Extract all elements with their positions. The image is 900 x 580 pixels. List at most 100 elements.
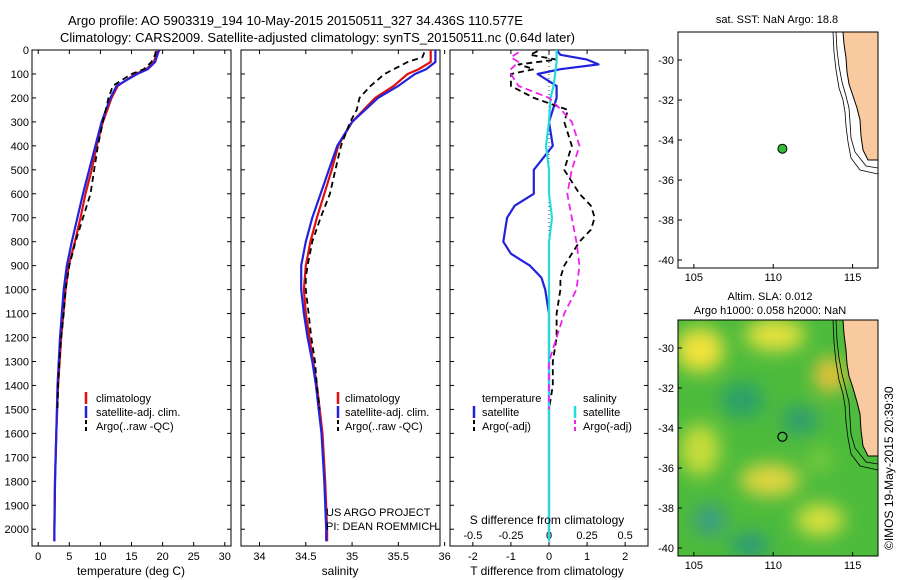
lat-tick-label: -30: [658, 343, 674, 355]
x-tick-label: 10: [94, 551, 106, 563]
series-line-argo-raw-qc-: [56, 51, 157, 410]
land-australia: [842, 32, 878, 161]
x-tick-label: 20: [156, 551, 168, 563]
y-tick-label: 1100: [5, 309, 29, 321]
lon-tick-label: 115: [844, 272, 862, 284]
legend-salinity-header: salinity: [583, 393, 617, 405]
x-tick-label: 30: [219, 551, 231, 563]
lon-tick-label: 105: [685, 560, 703, 572]
legend-climatology-label: climatology: [345, 393, 401, 405]
y-tick-label: 1600: [5, 428, 29, 440]
map-lon-axis: 105 110 115: [685, 264, 862, 284]
lat-tick-label: -40: [658, 255, 674, 267]
lat-tick-label: -40: [658, 543, 674, 555]
legend-s-satellite-label: satellite: [583, 407, 620, 419]
sla-low-blob: [782, 406, 818, 434]
legend-climatology-label: climatology: [96, 393, 152, 405]
location-map: sat. SST: NaN Argo: 18.8 105 110 115 -30-3…: [658, 14, 879, 284]
temperature-series: [53, 50, 161, 542]
sla-mid-blob: [808, 448, 832, 472]
y-tick-label: 1300: [5, 356, 29, 368]
y-tick-label: 1500: [5, 404, 29, 416]
lat-tick-label: -36: [658, 463, 674, 475]
x-tick-label: -1: [506, 551, 516, 563]
x-tick-label: 35: [346, 551, 358, 563]
temperature-legend: climatology satellite-adj. clim. Argo(..…: [84, 392, 180, 433]
salinity-legend: climatology satellite-adj. clim. Argo(..…: [336, 392, 429, 433]
sla-high-blob: [745, 320, 805, 351]
altim-title-line2: Argo h1000: 0.058 h2000: NaN: [694, 305, 846, 317]
lat-tick-label: -36: [658, 175, 674, 187]
sst-map-title: sat. SST: NaN Argo: 18.8: [716, 14, 838, 26]
sla-low-blob: [720, 382, 764, 418]
temperature-x-axis: 0 5 10 15 20 25 30: [35, 50, 231, 563]
x-tick-label: 5: [66, 551, 72, 563]
map-frame: [677, 319, 879, 557]
salinity-difference-scale: -0.5 -0.25 0 0.25 0.5: [463, 530, 632, 542]
lat-tick-label: -34: [658, 423, 674, 435]
y-tick-label: 400: [11, 141, 29, 153]
salinity-panel: 34 34.5 35 35.5 36 salinity climatology sate…: [240, 49, 451, 578]
legend-s-argo-label: Argo(-adj): [583, 421, 632, 433]
land-australia: [843, 320, 878, 456]
salinity-xlabel: salinity: [322, 564, 359, 578]
x-tick-label: 1: [584, 551, 590, 563]
series-line-t-argo-adj-: [509, 50, 596, 410]
s-difference-label: S difference from climatology: [470, 513, 625, 527]
map-lat-axis: -30 -32 -34 -36 -38 -40: [658, 55, 682, 267]
legend-satellite-label: satellite-adj. clim.: [345, 407, 429, 419]
altimetry-map: Altim. SLA: 0.012 Argo h1000: 0.058 h200…: [658, 291, 879, 572]
y-tick-label: 1200: [5, 333, 29, 345]
salinity-depth-ticks: [241, 49, 440, 530]
s-tick-label: -0.5: [463, 530, 482, 542]
map-frame: [677, 31, 879, 269]
sla-high-blob: [678, 328, 724, 372]
isobath-line: [835, 320, 878, 465]
x-tick-label: 34: [253, 551, 265, 563]
temperature-xlabel: temperature (deg C): [77, 564, 185, 578]
map-lon-axis: 105 110 115: [685, 552, 862, 572]
legend-argo-label: Argo(..raw -QC): [345, 421, 423, 433]
x-tick-label: 0: [35, 551, 41, 563]
isobath-line: [832, 32, 878, 175]
series-line-argo-raw-qc-: [304, 52, 426, 410]
y-tick-label: 100: [11, 69, 29, 81]
title-line2: Climatology: CARS2009. Satellite-adjuste…: [60, 30, 575, 45]
x-tick-label: 34.5: [295, 551, 316, 563]
x-tick-label: 36: [439, 551, 451, 563]
legend-satellite-label: satellite-adj. clim.: [96, 407, 180, 419]
x-tick-label: 15: [125, 551, 137, 563]
sla-high-blob: [796, 504, 844, 536]
x-tick-label: 35.5: [388, 551, 409, 563]
s-tick-label: -0.25: [498, 530, 523, 542]
x-tick-label: 25: [188, 551, 200, 563]
x-tick-label: 0: [546, 551, 552, 563]
lat-tick-label: -32: [658, 95, 674, 107]
sla-field: [678, 320, 878, 556]
y-tick-label: 1400: [5, 380, 29, 392]
s-tick-label: 0.25: [576, 530, 597, 542]
project-line2: PI: DEAN ROEMMICH: [326, 521, 437, 533]
sla-high-blob: [680, 424, 720, 476]
lon-tick-label: 110: [764, 560, 782, 572]
lat-tick-label: -38: [658, 503, 674, 515]
lat-tick-label: -34: [658, 135, 674, 147]
legend-t-argo-label: Argo(-adj): [482, 421, 531, 433]
y-tick-label: 800: [11, 237, 29, 249]
sla-low-blob: [730, 533, 770, 556]
sla-high-blob: [740, 464, 800, 496]
legend-t-satellite-label: satellite: [482, 407, 519, 419]
y-tick-label: 700: [11, 213, 29, 225]
temperature-panel: 0100200300400500600700800900100011001200…: [5, 45, 232, 578]
coastline: [842, 320, 878, 457]
imos-stamp: ©IMOS 19-May-2015 20:39:30: [882, 386, 896, 550]
depth-axis: 0 100 200 300 400 500 600 700 800 900 1000 1100 1200…: [5, 45, 231, 536]
y-tick-label: 1800: [5, 476, 29, 488]
lat-tick-label: -38: [658, 215, 674, 227]
argo-float-marker: [777, 431, 788, 442]
isobath-line: [832, 320, 878, 471]
lon-tick-label: 115: [844, 560, 862, 572]
lat-tick-label: -32: [658, 383, 674, 395]
altim-title-line1: Altim. SLA: 0.012: [728, 291, 813, 303]
y-tick-label: 0: [23, 45, 29, 57]
